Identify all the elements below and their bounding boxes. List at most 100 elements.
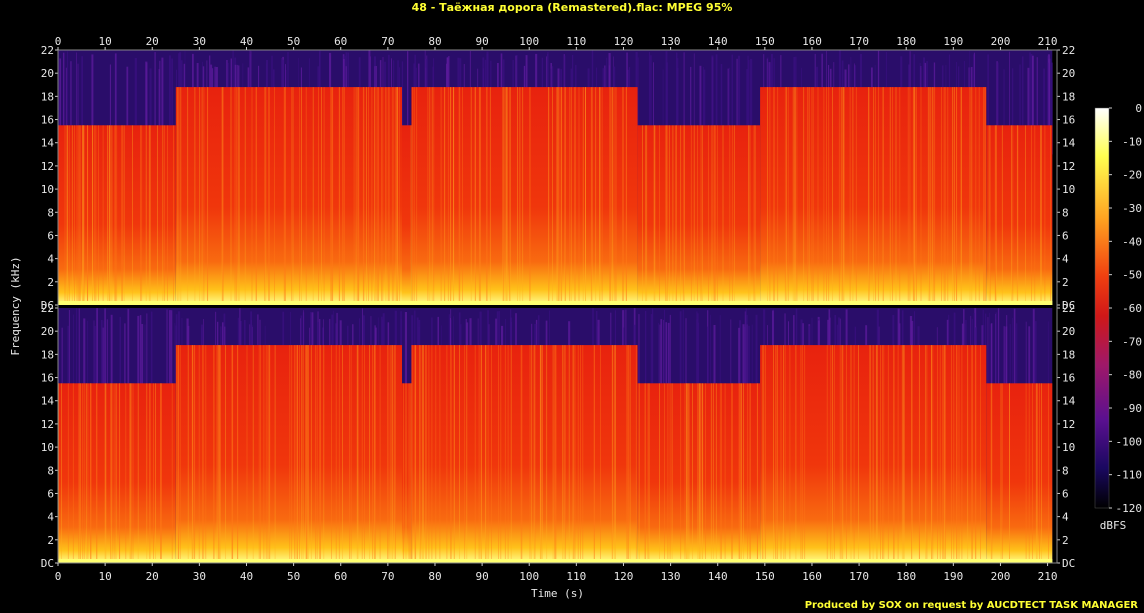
spectral-segment [58,383,176,563]
y-tick-label-right: 8 [1062,206,1069,219]
colorbar-tick-label: -80 [1122,369,1142,382]
y-tick-label-left: 2 [47,276,54,289]
x-tick-label-bottom: 180 [896,570,916,583]
x-tick-label-top: 160 [802,35,822,48]
y-tick-label-right: 16 [1062,372,1075,385]
colorbar-tick-label: -100 [1116,435,1143,448]
spectral-segment [175,345,402,563]
y-tick-label-right: 4 [1062,253,1069,266]
y-tick-label-left: 14 [41,137,55,150]
y-tick-label-right: 16 [1062,114,1075,127]
y-tick-label-right: 10 [1062,441,1075,454]
x-tick-label-top: 30 [193,35,206,48]
channel-2-panel [58,308,1053,563]
y-tick-label-right: 22 [1062,302,1075,315]
x-tick-label-bottom: 150 [755,570,775,583]
y-tick-label-right: 6 [1062,488,1069,501]
x-tick-label-top: 150 [755,35,775,48]
y-tick-label-right: 8 [1062,464,1069,477]
y-tick-label-left: DC [41,557,54,570]
x-tick-label-top: 10 [98,35,111,48]
colorbar-tick-label: -90 [1122,402,1142,415]
colorbar-tick-label: -70 [1122,335,1142,348]
x-tick-label-top: 130 [661,35,681,48]
x-tick-label-top: 210 [1038,35,1058,48]
y-tick-label-left: 14 [41,395,55,408]
y-tick-label-left: 4 [47,511,54,524]
y-tick-label-right: 20 [1062,67,1075,80]
x-tick-label-bottom: 110 [566,570,586,583]
y-tick-label-left: 8 [47,206,54,219]
low-frequency-band [58,301,1053,305]
x-tick-label-bottom: 200 [991,570,1011,583]
spectral-segment [637,125,761,305]
x-tick-label-top: 140 [708,35,728,48]
y-tick-label-right: DC [1062,557,1075,570]
colorbar-tick-label: -40 [1122,235,1142,248]
y-tick-label-left: 16 [41,114,54,127]
colorbar-tick-label: -20 [1122,169,1142,182]
x-tick-label-bottom: 0 [55,570,62,583]
y-tick-label-right: DC [1062,299,1075,312]
chart-title: 48 - Таёжная дорога (Remastered).flac: M… [411,1,733,14]
spectral-segment [58,125,176,305]
x-tick-label-top: 190 [943,35,963,48]
x-tick-label-top: 200 [991,35,1011,48]
x-tick-label-top: 80 [428,35,441,48]
x-tick-label-bottom: 20 [146,570,159,583]
y-tick-label-right: 4 [1062,511,1069,524]
y-tick-label-left: 10 [41,183,54,196]
colorbar-tick-label: -50 [1122,269,1142,282]
y-tick-label-right: 2 [1062,276,1069,289]
x-tick-label-bottom: 210 [1038,570,1058,583]
y-tick-label-left: 12 [41,160,54,173]
x-tick-label-bottom: 10 [98,570,111,583]
channel-1-panel [58,50,1053,305]
x-tick-label-top: 0 [55,35,62,48]
y-tick-label-left: 8 [47,464,54,477]
y-tick-label-left: 6 [47,230,54,243]
y-tick-label-right: 22 [1062,44,1075,57]
y-tick-label-right: 12 [1062,418,1075,431]
y-tick-label-left: 6 [47,488,54,501]
spectral-segment [411,345,638,563]
y-tick-label-left: 22 [41,302,54,315]
x-tick-label-top: 170 [849,35,869,48]
y-tick-label-left: 22 [41,44,54,57]
x-tick-label-bottom: 70 [381,570,394,583]
x-tick-label-bottom: 140 [708,570,728,583]
x-tick-label-bottom: 80 [428,570,441,583]
colorbar-tick-label: -110 [1116,469,1143,482]
footer-credit: Produced by SOX on request by AUCDTECT T… [804,600,1138,611]
colorbar-tick-label: -30 [1122,202,1142,215]
x-tick-label-bottom: 90 [475,570,488,583]
y-tick-label-left: 10 [41,441,54,454]
colorbar-tick-label: -120 [1116,502,1143,515]
spectral-segment [760,345,987,563]
colorbar [1094,107,1110,509]
x-tick-label-top: 60 [334,35,347,48]
colorbar-tick-label: -10 [1122,135,1142,148]
spectral-segment [402,125,412,305]
y-tick-label-right: 10 [1062,183,1075,196]
y-tick-label-left: 12 [41,418,54,431]
x-tick-label-bottom: 160 [802,570,822,583]
x-tick-label-top: 70 [381,35,394,48]
y-tick-label-right: 20 [1062,325,1075,338]
y-tick-label-left: 18 [41,348,54,361]
y-tick-label-left: 4 [47,253,54,266]
x-tick-label-top: 100 [519,35,539,48]
x-tick-label-top: 180 [896,35,916,48]
x-tick-label-bottom: 120 [614,570,634,583]
y-tick-label-right: 2 [1062,534,1069,547]
x-tick-label-bottom: 190 [943,570,963,583]
y-tick-label-left: 18 [41,90,54,103]
spectral-segment [637,383,761,563]
y-tick-label-right: 18 [1062,348,1075,361]
x-tick-label-bottom: 60 [334,570,347,583]
x-tick-label-bottom: 50 [287,570,300,583]
spectral-segment [986,125,1053,305]
y-tick-label-left: 16 [41,372,54,385]
y-tick-label-right: 14 [1062,137,1076,150]
